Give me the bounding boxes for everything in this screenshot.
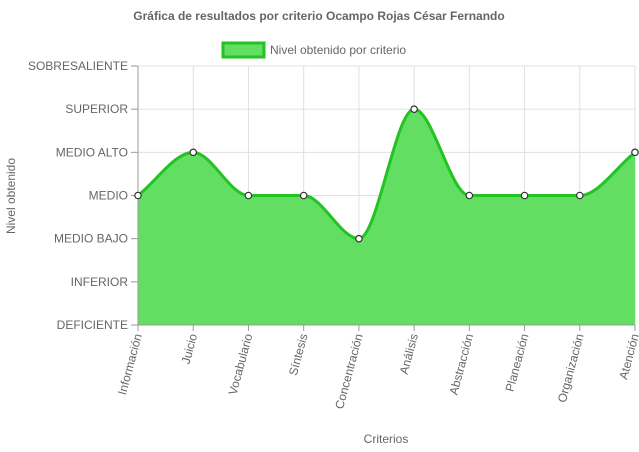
x-tick-label: Abstracción [446,332,476,396]
y-tick-label: SOBRESALIENTE [28,59,128,73]
chart-title: Gráfica de resultados por criterio Ocamp… [133,9,504,23]
series-area [138,109,635,326]
y-axis-ticks: DEFICIENTE INFERIOR MEDIO BAJO MEDIO MEDIO A… [28,59,138,332]
x-tick-label: Concentración [332,332,366,410]
x-tick-label: Planeación [503,332,532,393]
y-axis-title: Nivel obtenido [4,158,18,234]
x-axis-ticks: Información Juicio Vocabulario Síntesis Conc… [115,325,639,411]
y-tick-label: MEDIO [89,189,128,203]
data-point[interactable] [520,191,529,200]
data-point[interactable] [189,148,198,157]
y-tick-label: MEDIO BAJO [54,232,128,246]
legend[interactable]: Nivel obtenido por criterio [221,41,406,59]
y-tick-label: DEFICIENTE [57,318,128,332]
x-axis-title: Criterios [364,432,409,446]
data-point[interactable] [631,148,639,157]
x-tick-label: Organización [555,332,587,404]
x-tick-label: Vocabulario [226,332,256,397]
legend-label: Nivel obtenido por criterio [270,43,406,57]
y-tick-label: MEDIO ALTO [56,145,128,159]
x-tick-label: Juicio [179,332,201,366]
data-point[interactable] [244,191,253,200]
y-tick-label: INFERIOR [71,275,129,289]
data-point[interactable] [299,191,308,200]
x-tick-label: Atención [616,332,639,381]
data-point[interactable] [355,234,363,243]
x-tick-label: Análisis [397,332,421,376]
x-tick-label: Información [115,332,145,396]
data-point[interactable] [410,105,418,113]
data-point[interactable] [465,191,474,200]
x-tick-label: Síntesis [286,332,311,377]
legend-swatch [221,41,266,59]
data-point[interactable] [134,191,142,200]
series-points [134,105,639,243]
series-line [137,107,636,241]
y-tick-label: SUPERIOR [65,102,128,116]
data-point[interactable] [575,191,584,200]
